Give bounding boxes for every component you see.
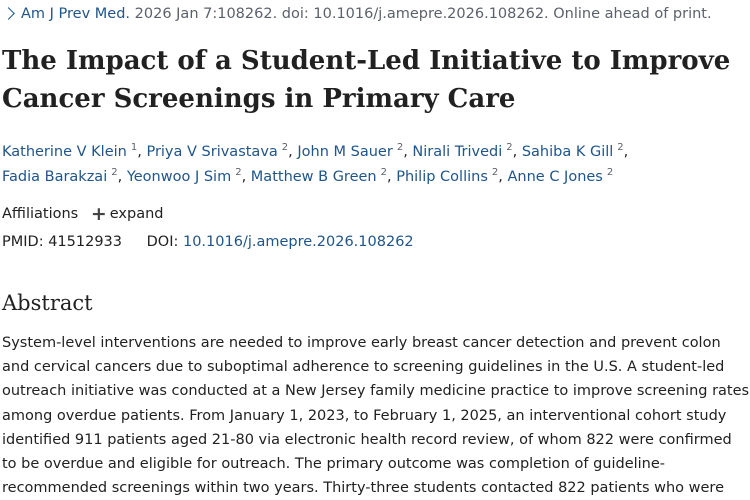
abstract-line: recommended screenings within two years.… (2, 480, 724, 497)
author-line-1: Katherine V Klein 1, Priya V Srivastava 2,… (2, 142, 629, 161)
pmid-label: PMID: (2, 234, 44, 250)
author-link[interactable]: Nirali Trivedi (412, 144, 503, 160)
affiliation-ref[interactable]: 2 (396, 142, 404, 153)
affiliation-ref[interactable]: 2 (380, 167, 387, 178)
author-link[interactable]: Matthew B Green (250, 169, 377, 185)
affiliation-ref[interactable]: 2 (491, 167, 499, 178)
affiliation-ref[interactable]: 1 (130, 142, 138, 153)
author-item: Sahiba K Gill 2 (521, 142, 624, 161)
doi-label: DOI: (146, 234, 179, 250)
author-item: Philip Collins 2 (396, 167, 499, 186)
doi-link[interactable]: 10.1016/j.amepre.2026.108262 (182, 234, 414, 250)
author-list: Katherine V Klein 1, Priya V Srivastava 2,… (2, 140, 748, 190)
author-item: Anne C Jones 2 (507, 167, 614, 186)
pmid-value: 41512933 (48, 234, 123, 250)
author-item: Yeonwoo J Sim 2 (126, 167, 242, 186)
abstract-body: System-level interventions are needed to… (2, 331, 750, 500)
affiliations-expand-button[interactable]: + expand (90, 203, 164, 225)
affiliation-ref[interactable]: 2 (617, 142, 624, 153)
author-item: Fadia Barakzai 2 (2, 167, 118, 186)
chevron-right-icon[interactable] (2, 7, 15, 20)
abstract-line: to be overdue and eligible for outreach.… (2, 456, 666, 473)
author-link[interactable]: Anne C Jones (507, 169, 603, 185)
author-link[interactable]: Yeonwoo J Sim (126, 169, 232, 185)
author-item: Priya V Srivastava 2 (146, 142, 289, 161)
title-line-1: The Impact of a Student-Led Initiative t… (2, 46, 731, 76)
journal-link[interactable]: Am J Prev Med. (21, 6, 131, 22)
affiliation-ref[interactable]: 2 (606, 167, 614, 178)
author-line-2: Fadia Barakzai 2, Yeonwoo J Sim 2, Matthew… (2, 167, 614, 186)
author-item: John M Sauer 2 (297, 142, 404, 161)
abstract-line: among overdue patients. From January 1, … (2, 407, 727, 424)
abstract-line: outreach initiative was conducted at a N… (2, 383, 750, 400)
identifiers-row: PMID: 41512933 DOI: 10.1016/j.amepre.202… (2, 232, 414, 252)
plus-icon: + (90, 203, 107, 225)
affiliation-ref[interactable]: 2 (111, 167, 118, 178)
citation-line: Am J Prev Med. 2026 Jan 7:108262. doi: 1… (2, 4, 712, 24)
affiliation-ref[interactable]: 2 (506, 142, 513, 153)
abstract-heading: Abstract (2, 291, 93, 315)
author-item: Nirali Trivedi 2 (412, 142, 513, 161)
citation-details: 2026 Jan 7:108262. doi: 10.1016/j.amepre… (130, 6, 712, 22)
affiliation-ref[interactable]: 2 (281, 142, 289, 153)
author-link[interactable]: Fadia Barakzai (2, 169, 108, 185)
affiliations-label: Affiliations (2, 206, 79, 222)
author-link[interactable]: Priya V Srivastava (146, 144, 278, 160)
abstract-line: and cervical cancers due to suboptimal a… (2, 359, 725, 376)
title-line-2: Cancer Screenings in Primary Care (2, 84, 516, 114)
article-title: The Impact of a Student-Led Initiative t… (2, 42, 742, 118)
abstract-line: System-level interventions are needed to… (2, 335, 721, 351)
author-item: Matthew B Green 2 (250, 167, 387, 186)
affiliations-row: Affiliations + expand (2, 204, 163, 224)
expand-label: expand (109, 206, 164, 222)
author-link[interactable]: John M Sauer (297, 144, 393, 160)
author-link[interactable]: Philip Collins (396, 169, 488, 185)
affiliation-ref[interactable]: 2 (235, 167, 242, 178)
author-link[interactable]: Sahiba K Gill (521, 144, 614, 160)
author-link[interactable]: Katherine V Klein (2, 144, 127, 160)
author-item: Katherine V Klein 1 (2, 142, 138, 161)
abstract-line: identified 911 patients aged 21-80 via e… (2, 431, 732, 448)
